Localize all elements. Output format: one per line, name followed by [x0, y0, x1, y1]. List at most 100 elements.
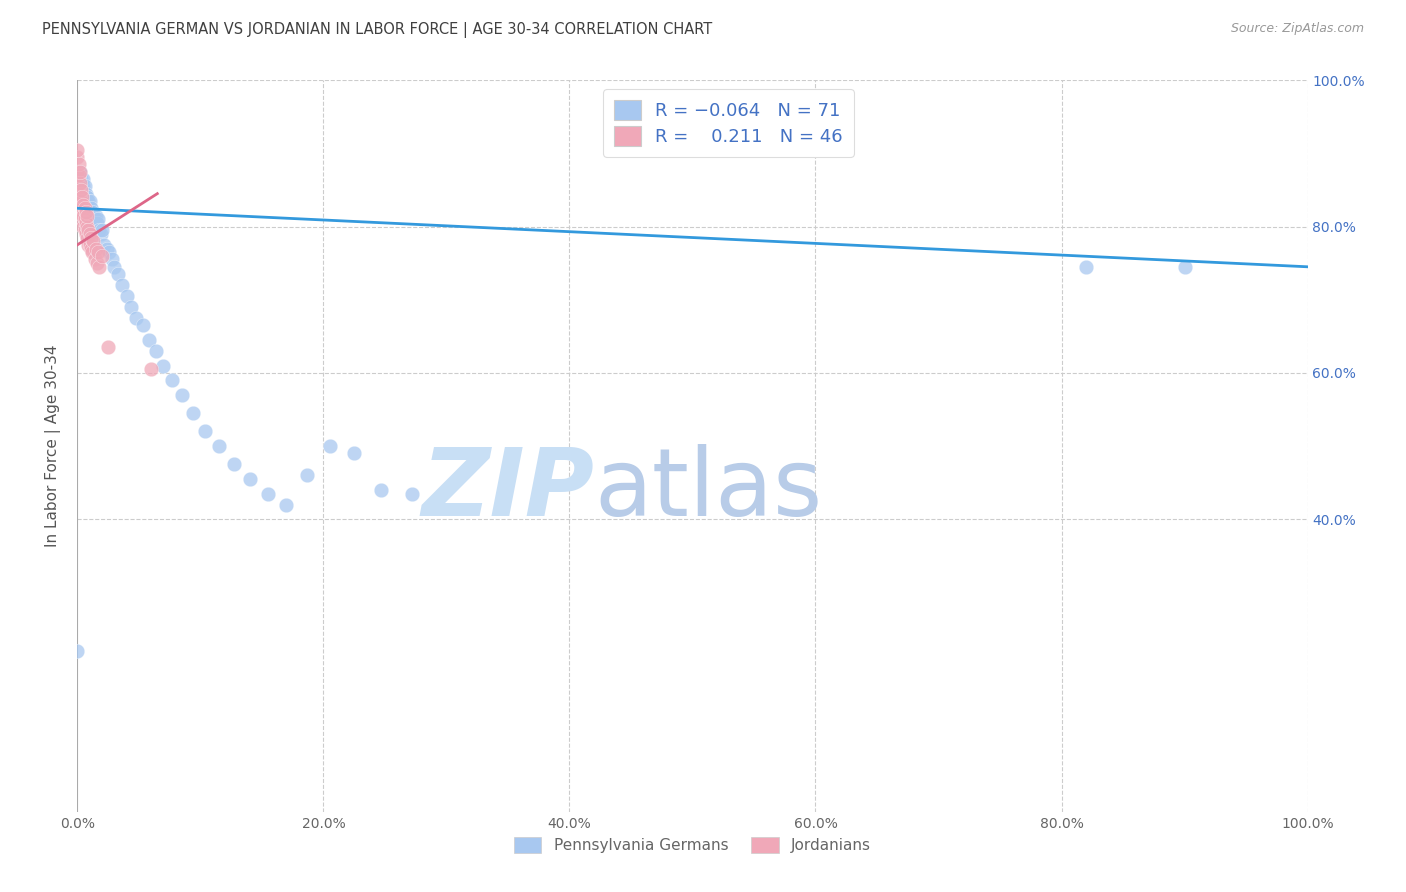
- Point: [70, 186, 93, 201]
- Point: [69, 186, 91, 201]
- Point: [66, 150, 89, 164]
- Point: [111, 278, 132, 293]
- Point: [239, 472, 262, 486]
- Point: [170, 388, 193, 402]
- Point: [98, 245, 121, 260]
- Point: [77, 194, 100, 208]
- Point: [75, 186, 97, 201]
- Point: [73, 197, 96, 211]
- Point: [297, 468, 319, 483]
- Point: [69, 164, 91, 178]
- Point: [82, 205, 104, 219]
- Point: [87, 212, 110, 227]
- Point: [181, 406, 204, 420]
- Point: [343, 446, 366, 460]
- Point: [69, 176, 91, 190]
- Point: [276, 498, 298, 512]
- Point: [131, 318, 153, 333]
- Point: [73, 212, 96, 227]
- Point: [83, 212, 105, 227]
- Point: [160, 373, 183, 387]
- Point: [70, 183, 93, 197]
- Point: [79, 205, 101, 219]
- Point: [194, 425, 217, 439]
- Text: atlas: atlas: [595, 444, 823, 536]
- Point: [84, 242, 107, 256]
- Point: [208, 439, 231, 453]
- Point: [75, 194, 97, 208]
- Point: [67, 194, 90, 208]
- Point: [66, 143, 89, 157]
- Point: [84, 209, 107, 223]
- Point: [72, 219, 94, 234]
- Point: [79, 194, 101, 208]
- Point: [75, 227, 97, 241]
- Point: [121, 300, 143, 314]
- Point: [72, 186, 94, 201]
- Text: PENNSYLVANIA GERMAN VS JORDANIAN IN LABOR FORCE | AGE 30-34 CORRELATION CHART: PENNSYLVANIA GERMAN VS JORDANIAN IN LABO…: [42, 22, 713, 38]
- Point: [70, 205, 93, 219]
- Point: [67, 157, 90, 171]
- Point: [93, 238, 115, 252]
- Point: [67, 176, 90, 190]
- Point: [80, 202, 103, 216]
- Point: [73, 179, 96, 194]
- Point: [70, 202, 93, 216]
- Point: [69, 183, 91, 197]
- Point: [86, 256, 108, 270]
- Point: [72, 179, 94, 194]
- Point: [83, 252, 105, 267]
- Point: [115, 289, 138, 303]
- Text: ZIP: ZIP: [422, 444, 595, 536]
- Y-axis label: In Labor Force | Age 30-34: In Labor Force | Age 30-34: [45, 344, 62, 548]
- Point: [1174, 260, 1197, 274]
- Point: [67, 179, 90, 194]
- Point: [67, 164, 90, 178]
- Point: [87, 245, 110, 260]
- Point: [73, 223, 96, 237]
- Point: [73, 186, 96, 201]
- Point: [70, 176, 93, 190]
- Point: [69, 164, 91, 178]
- Point: [70, 194, 93, 208]
- Point: [67, 172, 90, 186]
- Point: [66, 186, 89, 201]
- Point: [70, 190, 93, 204]
- Point: [70, 212, 93, 227]
- Point: [101, 252, 124, 267]
- Point: [77, 238, 100, 252]
- Point: [76, 197, 98, 211]
- Point: [103, 260, 125, 274]
- Point: [76, 190, 98, 204]
- Point: [318, 439, 340, 453]
- Point: [80, 230, 103, 244]
- Point: [80, 209, 103, 223]
- Point: [89, 223, 111, 237]
- Point: [145, 343, 167, 358]
- Point: [125, 311, 148, 326]
- Point: [76, 219, 98, 234]
- Text: Source: ZipAtlas.com: Source: ZipAtlas.com: [1230, 22, 1364, 36]
- Point: [90, 249, 114, 263]
- Point: [67, 179, 90, 194]
- Point: [69, 176, 91, 190]
- Point: [69, 197, 91, 211]
- Point: [82, 245, 104, 260]
- Point: [73, 202, 96, 216]
- Point: [107, 267, 129, 281]
- Point: [141, 362, 163, 376]
- Point: [1076, 260, 1098, 274]
- Point: [76, 230, 98, 244]
- Point: [370, 483, 392, 497]
- Point: [75, 216, 97, 230]
- Point: [257, 486, 280, 500]
- Point: [70, 179, 93, 194]
- Point: [82, 209, 104, 223]
- Point: [97, 340, 120, 354]
- Point: [138, 333, 160, 347]
- Point: [222, 458, 245, 472]
- Point: [90, 227, 112, 241]
- Point: [77, 202, 100, 216]
- Point: [80, 242, 103, 256]
- Point: [86, 216, 108, 230]
